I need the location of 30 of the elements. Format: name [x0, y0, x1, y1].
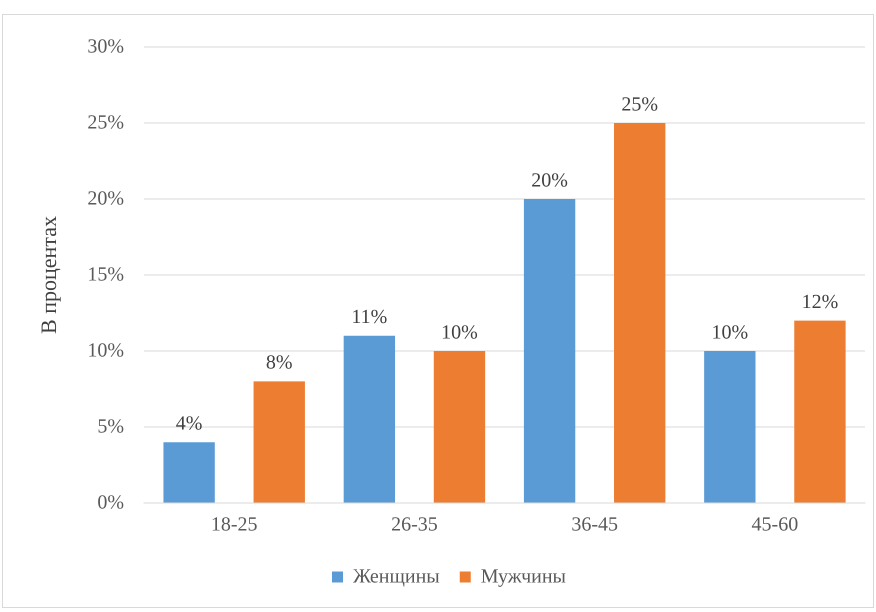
data-label: 10% [711, 321, 748, 344]
y-tick-label: 15% [87, 263, 124, 286]
data-label: 8% [266, 352, 293, 374]
bar [794, 320, 846, 502]
x-tick-label: 18-25 [210, 513, 258, 536]
y-tick-label: 20% [87, 187, 124, 210]
bar [434, 351, 486, 502]
legend-label: Женщины [353, 565, 440, 588]
data-label: 25% [621, 93, 658, 116]
y-tick-label: 10% [87, 339, 124, 362]
legend-label: Мужчины [480, 565, 566, 588]
y-tick-label: 25% [87, 111, 124, 134]
bar [163, 442, 215, 502]
y-tick-label: 30% [87, 35, 124, 58]
data-label: 12% [802, 290, 838, 313]
bar [704, 351, 756, 502]
bar [344, 336, 396, 502]
bar [614, 123, 666, 502]
y-tick-label: 5% [97, 415, 124, 438]
y-axis-title: В процентах [36, 216, 61, 334]
x-tick-label: 45-60 [752, 513, 798, 536]
x-tick-label: 26-35 [391, 513, 438, 536]
bar [254, 381, 305, 502]
data-label: 4% [176, 412, 202, 434]
data-label: 20% [531, 169, 568, 192]
x-tick-label: 36-45 [571, 513, 618, 536]
data-label: 11% [351, 306, 388, 328]
data-label: 10% [441, 321, 478, 344]
y-tick-label: 0% [97, 491, 124, 514]
bar [524, 199, 576, 502]
